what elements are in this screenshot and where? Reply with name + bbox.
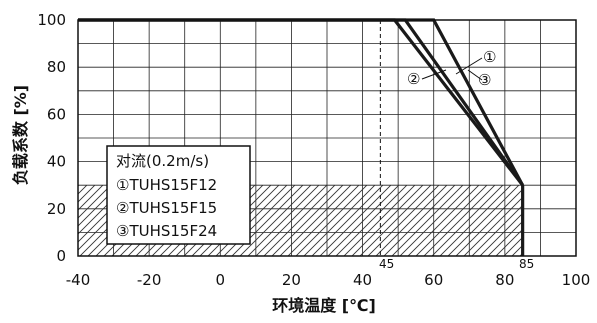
legend-item: ①TUHS15F12 <box>116 176 217 194</box>
x-axis-title: 环境温度 [℃] <box>272 296 376 315</box>
y-tick-label: 0 <box>56 247 66 265</box>
annotation-leader <box>467 69 483 81</box>
end-marker-label: 85 <box>519 257 534 271</box>
annotation-leader <box>455 57 483 75</box>
series-annotations: ① ② ③ <box>407 48 496 89</box>
tick-labels: -40 -20 0 20 40 60 80 100 0 20 40 60 80 100 <box>37 11 590 289</box>
plot-frame <box>77 19 577 257</box>
x-tick-label: 60 <box>424 271 443 289</box>
plot-border <box>77 19 577 257</box>
y-tick-label: 40 <box>47 153 66 171</box>
y-tick-label: 100 <box>37 11 66 29</box>
y-tick-label: 20 <box>47 200 66 218</box>
annotation-leader <box>421 69 447 80</box>
series-annotation: ① <box>483 48 496 66</box>
ref-line-label: 45 <box>379 257 394 271</box>
x-tick-label: 40 <box>353 271 372 289</box>
series-annotation: ③ <box>478 71 491 89</box>
y-tick-label: 60 <box>47 105 66 123</box>
legend-item: ③TUHS15F24 <box>116 222 217 240</box>
legend-item: ②TUHS15F15 <box>116 199 217 217</box>
x-tick-label: 80 <box>495 271 514 289</box>
x-tick-label: 100 <box>562 271 591 289</box>
x-tick-label: 20 <box>282 271 301 289</box>
legend-title: 对流(0.2m/s) <box>116 152 209 170</box>
legend-box: 对流(0.2m/s) ①TUHS15F12 ②TUHS15F15 ③TUHS15… <box>106 145 251 245</box>
y-tick-label: 80 <box>47 58 66 76</box>
series-annotation: ② <box>407 70 420 88</box>
y-axis-title: 负载系数 [%] <box>11 85 30 185</box>
x-tick-label: -20 <box>137 271 162 289</box>
x-tick-label: -40 <box>66 271 91 289</box>
x-tick-label: 0 <box>216 271 226 289</box>
